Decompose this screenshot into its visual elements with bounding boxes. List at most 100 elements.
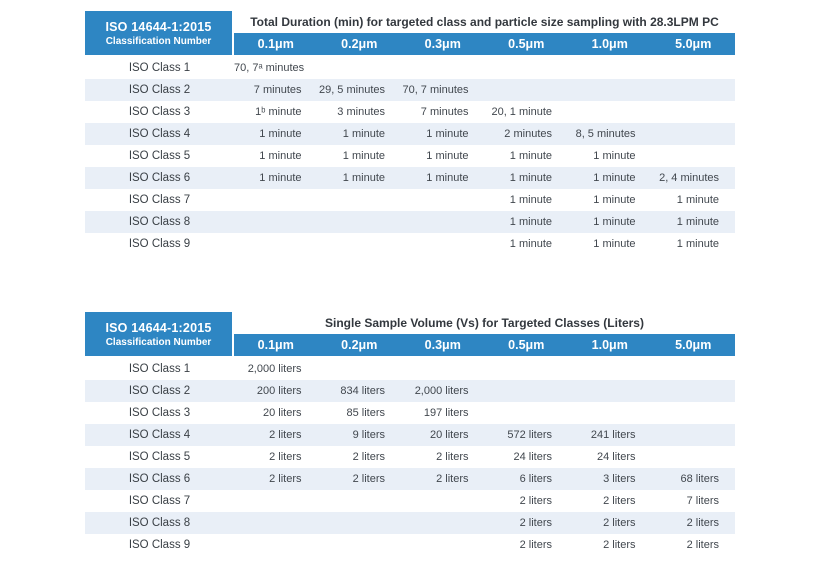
value-cell (652, 402, 736, 424)
row-label: ISO Class 1 (128, 363, 191, 375)
value-cell: 1 minute (259, 150, 302, 162)
row-label: ISO Class 2 (128, 385, 191, 397)
row-label: ISO Class 5 (128, 150, 191, 162)
column-header-band: 0.1μm 0.2μm 0.3μm 0.5μm 1.0μm 5.0μm (234, 334, 735, 356)
value-cell (401, 534, 485, 556)
value-cell: 2 liters (519, 495, 552, 507)
standard-name: ISO 14644-1:2015 (105, 320, 212, 335)
value-cell: 3 liters (603, 473, 636, 485)
row-label: ISO Class 3 (128, 407, 191, 419)
value-cell: 200 liters (256, 385, 302, 397)
value-cell (568, 79, 652, 101)
column-header-band: 0.1μm 0.2μm 0.3μm 0.5μm 1.0μm 5.0μm (234, 33, 735, 55)
value-cell: 1 minute (509, 216, 552, 228)
value-cell: 2 liters (603, 495, 636, 507)
value-cell (485, 380, 569, 402)
value-cell: 20 liters (262, 407, 302, 419)
column-header: 5.0μm (675, 338, 712, 352)
standard-name: ISO 14644-1:2015 (105, 19, 212, 34)
value-cell (401, 233, 485, 255)
value-cell: 1 minute (676, 238, 719, 250)
value-cell: 2 liters (686, 517, 719, 529)
value-cell (485, 79, 569, 101)
table-row: ISO Class 7 1 minute 1 minute 1 minute (85, 189, 735, 211)
value-cell: 2 liters (269, 429, 302, 441)
value-cell: 7 minutes (420, 106, 469, 118)
classification-corner-header: ISO 14644-1:2015 Classification Number (85, 11, 232, 55)
classification-number-label: Classification Number (105, 336, 212, 348)
value-cell (401, 358, 485, 380)
value-cell: 1 minute (593, 194, 636, 206)
row-label: ISO Class 5 (128, 451, 191, 463)
value-cell: 2, 4 minutes (659, 172, 719, 184)
value-cell: 1ᵇ minute (255, 106, 302, 118)
value-cell: 1 minute (426, 150, 469, 162)
table-body: ISO Class 1 2,000 liters ISO Class 2 200 li… (85, 358, 735, 556)
value-cell (318, 57, 402, 79)
table-row: ISO Class 7 2 liters 2 liters 7 liters (85, 490, 735, 512)
value-cell: 2,000 liters (247, 363, 302, 375)
value-cell: 2 liters (603, 517, 636, 529)
value-cell (485, 402, 569, 424)
value-cell: 241 liters (590, 429, 636, 441)
value-cell: 572 liters (507, 429, 552, 441)
value-cell: 70, 7 minutes (402, 84, 469, 96)
value-cell: 2 liters (352, 451, 385, 463)
value-cell: 7 minutes (253, 84, 302, 96)
value-cell: 7 liters (686, 495, 719, 507)
value-cell: 1 minute (593, 172, 636, 184)
row-label: ISO Class 9 (128, 238, 191, 250)
value-cell (234, 233, 318, 255)
row-label: ISO Class 9 (128, 539, 191, 551)
table-row: ISO Class 5 1 minute 1 minute 1 minute 1 min… (85, 145, 735, 167)
value-cell (401, 189, 485, 211)
value-cell (401, 211, 485, 233)
value-cell (568, 101, 652, 123)
value-cell (568, 358, 652, 380)
value-cell (234, 534, 318, 556)
value-cell: 1 minute (342, 128, 385, 140)
value-cell: 1 minute (509, 150, 552, 162)
value-cell: 2 liters (519, 539, 552, 551)
value-cell (401, 490, 485, 512)
table-row: ISO Class 6 2 liters 2 liters 2 liters 6 lit… (85, 468, 735, 490)
value-cell (485, 57, 569, 79)
row-label: ISO Class 6 (128, 473, 191, 485)
table-row: ISO Class 9 2 liters 2 liters 2 liters (85, 534, 735, 556)
row-label: ISO Class 4 (128, 128, 191, 140)
column-header: 0.3μm (424, 338, 461, 352)
value-cell: 1 minute (509, 194, 552, 206)
value-cell: 29, 5 minutes (318, 84, 385, 96)
value-cell: 2 liters (269, 451, 302, 463)
value-cell (318, 512, 402, 534)
value-cell: 1 minute (593, 216, 636, 228)
column-header: 0.3μm (424, 37, 461, 51)
row-label: ISO Class 8 (128, 216, 191, 228)
row-label: ISO Class 2 (128, 84, 191, 96)
value-cell: 70, 7ᵃ minutes (234, 62, 305, 74)
sample-volume-table: ISO 14644-1:2015 Classification Number S… (85, 312, 735, 556)
value-cell: 834 liters (340, 385, 385, 397)
value-cell: 1 minute (342, 172, 385, 184)
value-cell: 3 minutes (337, 106, 385, 118)
value-cell: 1 minute (342, 150, 385, 162)
value-cell (485, 358, 569, 380)
column-header: 0.1μm (257, 338, 294, 352)
value-cell (652, 123, 736, 145)
value-cell (568, 402, 652, 424)
value-cell: 1 minute (676, 194, 719, 206)
value-cell (401, 512, 485, 534)
value-cell (318, 358, 402, 380)
value-cell (318, 211, 402, 233)
column-header: 0.2μm (341, 338, 378, 352)
value-cell (652, 380, 736, 402)
row-label: ISO Class 4 (128, 429, 191, 441)
table-row: ISO Class 6 1 minute 1 minute 1 minute 1 min… (85, 167, 735, 189)
table-row: ISO Class 1 2,000 liters (85, 358, 735, 380)
row-label: ISO Class 1 (128, 62, 191, 74)
value-cell: 2 liters (519, 517, 552, 529)
value-cell (568, 57, 652, 79)
value-cell: 2 minutes (504, 128, 552, 140)
total-duration-table: ISO 14644-1:2015 Classification Number T… (85, 11, 735, 255)
value-cell: 1 minute (593, 150, 636, 162)
